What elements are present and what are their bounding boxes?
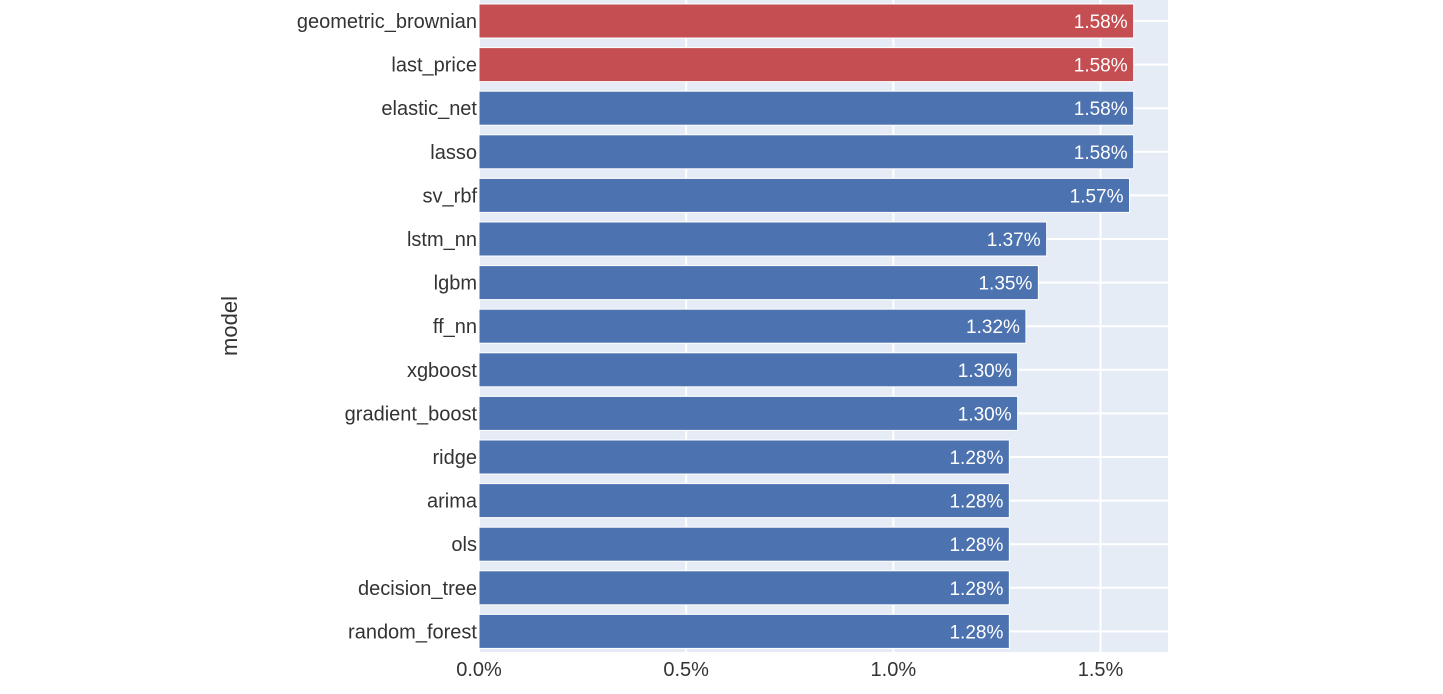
- bar-data-label: 1.58%: [1074, 12, 1128, 33]
- bar-data-label: 1.57%: [1070, 186, 1124, 207]
- bar-data-label: 1.58%: [1074, 99, 1128, 120]
- bar-data-label: 1.28%: [949, 622, 1003, 643]
- bar: [478, 483, 1010, 519]
- x-tick-label: 0.0%: [456, 659, 502, 681]
- category-label: gradient_boost: [345, 403, 478, 425]
- category-label: arima: [427, 491, 478, 513]
- bar: [478, 47, 1135, 83]
- bar-data-label: 1.58%: [1074, 56, 1128, 77]
- bar-data-label: 1.37%: [987, 230, 1041, 251]
- y-axis-title: model: [217, 296, 242, 356]
- category-label: ols: [451, 534, 477, 556]
- bar: [478, 265, 1039, 301]
- bar: [478, 134, 1135, 170]
- bar: [478, 439, 1010, 475]
- bar-data-label: 1.28%: [949, 535, 1003, 556]
- x-tick-label: 0.5%: [663, 659, 709, 681]
- bar: [478, 570, 1010, 606]
- bar: [478, 395, 1019, 431]
- category-label: lgbm: [434, 273, 477, 295]
- bar-data-label: 1.32%: [966, 317, 1020, 338]
- bar: [478, 613, 1010, 649]
- category-label: geometric_brownian: [297, 11, 477, 33]
- category-label: xgboost: [407, 360, 477, 382]
- bar: [478, 352, 1019, 388]
- x-tick-label: 1.0%: [871, 659, 917, 681]
- bar-data-label: 1.28%: [949, 448, 1003, 469]
- bar-data-label: 1.58%: [1074, 143, 1128, 164]
- bar-data-label: 1.28%: [949, 579, 1003, 600]
- category-label: lasso: [430, 142, 477, 164]
- category-label: lstm_nn: [407, 229, 477, 251]
- bar-data-label: 1.30%: [958, 361, 1012, 382]
- category-label: ff_nn: [433, 316, 477, 338]
- bar-data-label: 1.35%: [978, 274, 1032, 295]
- bar: [478, 177, 1131, 213]
- bar: [478, 308, 1027, 344]
- category-label: ridge: [433, 447, 477, 469]
- bar: [478, 3, 1135, 39]
- category-label: random_forest: [348, 621, 477, 643]
- category-labels: geometric_brownian last_price elastic_netl…: [297, 11, 478, 643]
- category-label: elastic_net: [381, 98, 477, 120]
- x-tick-label: 1.5%: [1078, 659, 1124, 681]
- bars: [478, 3, 1135, 649]
- bar-data-label: 1.30%: [958, 404, 1012, 425]
- bar: [478, 221, 1048, 257]
- category-label: last_price: [391, 55, 477, 77]
- category-label: decision_tree: [358, 578, 477, 600]
- bar-data-label: 1.28%: [949, 492, 1003, 513]
- x-tick-labels: 0.0% 0.5% 1.0% 1.5%: [456, 659, 1123, 681]
- bar: [478, 90, 1135, 126]
- category-label: sv_rbf: [423, 185, 478, 207]
- bar: [478, 526, 1010, 562]
- bar-labels: 1.58% 1.58% 1.58% 1.58% 1.57% 1.37% 1.35% 1.32%…: [949, 12, 1127, 643]
